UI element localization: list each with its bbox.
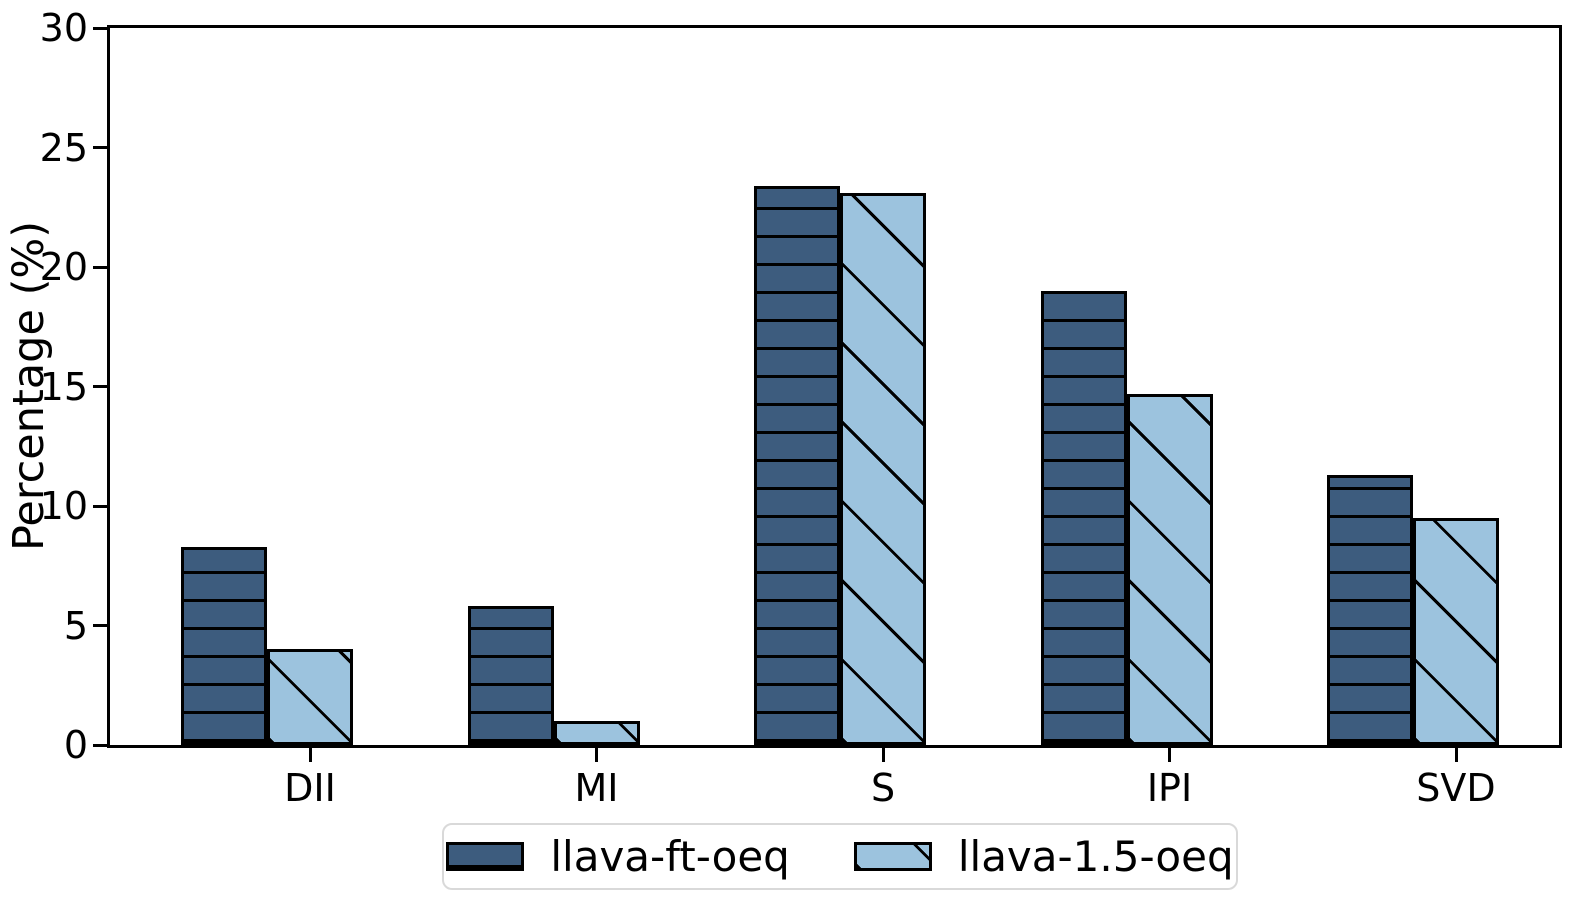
x-tick-mark-SVD: [1454, 748, 1458, 762]
legend-label-llava-1.5-oeq: llava-1.5-oeq: [957, 831, 1234, 881]
bar-llava-ft-oeq-MI: [467, 606, 554, 745]
y-tick-mark-25: [93, 146, 107, 149]
y-tick-mark-10: [93, 504, 107, 508]
y-tick-label-25: 25: [39, 125, 88, 170]
x-tick-label-MI: MI: [574, 766, 619, 810]
x-tick-label-SVD: SVD: [1416, 766, 1496, 810]
y-tick-mark-15: [93, 385, 107, 388]
y-tick-mark-5: [93, 624, 107, 627]
legend-swatch-llava-ft-oeq: [446, 842, 525, 871]
x-tick-mark-IPI: [1168, 748, 1171, 762]
legend-entry-llava-ft-oeq: llava-ft-oeq: [446, 831, 790, 881]
y-tick-label-15: 15: [39, 364, 88, 409]
legend: llava-ft-oeq llava-1.5-oeq: [442, 823, 1238, 890]
x-tick-label-DII: DII: [284, 766, 336, 810]
x-tick-mark-MI: [595, 748, 598, 762]
bar-llava-1.5-oeq-MI: [553, 721, 640, 745]
bar-llava-ft-oeq-SVD: [1327, 475, 1413, 745]
x-tick-mark-S: [881, 748, 885, 762]
bar-llava-1.5-oeq-SVD: [1413, 518, 1499, 745]
x-tick-label-S: S: [870, 766, 896, 810]
x-tick-label-IPI: IPI: [1146, 766, 1193, 810]
y-tick-label-5: 5: [63, 603, 88, 648]
bar-llava-1.5-oeq-IPI: [1126, 394, 1213, 745]
bar-llava-ft-oeq-S: [754, 186, 840, 745]
bar-llava-ft-oeq-IPI: [1040, 291, 1127, 745]
legend-swatch-llava-1.5-oeq: [853, 842, 932, 871]
bar-llava-1.5-oeq-DII: [267, 649, 353, 745]
y-tick-label-10: 10: [39, 484, 88, 528]
legend-label-llava-ft-oeq: llava-ft-oeq: [550, 831, 790, 881]
y-tick-mark-30: [93, 26, 107, 30]
y-tick-label-20: 20: [39, 245, 88, 289]
y-tick-mark-20: [93, 265, 107, 269]
bar-llava-ft-oeq-DII: [181, 547, 267, 745]
legend-entry-llava-1.5-oeq: llava-1.5-oeq: [853, 831, 1234, 881]
y-tick-mark-0: [93, 743, 107, 747]
bar-llava-1.5-oeq-S: [840, 193, 926, 745]
y-tick-label-30: 30: [39, 6, 88, 50]
x-tick-mark-DII: [308, 748, 312, 762]
y-tick-label-0: 0: [63, 723, 88, 767]
plot-area: [107, 25, 1562, 748]
